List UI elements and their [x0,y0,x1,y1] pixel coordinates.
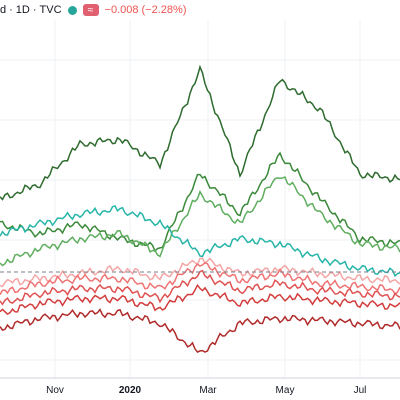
compare-button[interactable]: ≈ [82,4,99,16]
visibility-dot-icon[interactable] [67,5,77,15]
series-line-3[interactable] [0,176,400,267]
chart-legend: d · 1D · TVC ≈ −0.008 (−2.28%) [0,0,400,20]
interval-label[interactable]: 1D [15,4,30,16]
series-line-1[interactable] [0,64,400,201]
series-line-9[interactable] [0,308,400,354]
x-tick-label: Mar [199,385,217,396]
x-tick-label: May [275,385,295,396]
legend-separator: · [32,4,37,16]
series-line-2[interactable] [0,151,400,253]
price-change: −0.008 (−2.28%) [104,4,187,16]
series-line-6[interactable] [0,261,400,296]
series-line-8[interactable] [0,283,400,316]
source-label: TVC [39,4,62,16]
x-tick-label: Nov [46,385,64,396]
series-line-5[interactable] [0,257,400,288]
symbol-label[interactable]: d [0,4,7,16]
series-line-4[interactable] [0,204,400,278]
x-tick-label: Jul [353,385,367,396]
legend-separator: · [9,4,13,16]
x-tick-label: 2020 [118,385,142,396]
